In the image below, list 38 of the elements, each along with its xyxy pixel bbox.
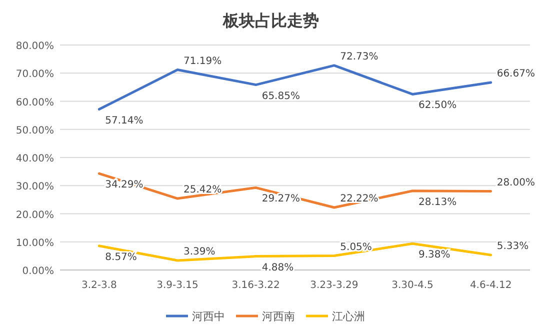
x-tick-label: 4.6-4.12: [470, 280, 512, 291]
line-series: [98, 242, 492, 262]
data-label: 5.05%: [340, 242, 372, 253]
x-tick-label: 3.23-3.29: [310, 280, 358, 291]
y-tick-label: 40.00%: [16, 154, 54, 164]
legend-label: 河西南: [262, 310, 295, 323]
x-tick-label: 3.9-3.15: [156, 280, 198, 291]
data-label: 72.73%: [340, 51, 378, 62]
y-tick-label: 30.00%: [16, 182, 54, 193]
y-tick-label: 60.00%: [16, 97, 54, 108]
y-tick-label: 70.00%: [16, 69, 54, 80]
data-label: 71.19%: [184, 56, 222, 67]
x-tick-label: 3.2-3.8: [81, 280, 117, 291]
y-tick-label: 10.00%: [16, 238, 54, 249]
data-label: 4.88%: [262, 262, 294, 274]
y-tick-label: 20.00%: [16, 210, 54, 221]
y-tick-label: 80.00%: [16, 41, 54, 52]
x-tick-label: 3.16-3.22: [232, 280, 280, 291]
data-label: 28.13%: [418, 196, 457, 208]
data-label: 5.33%: [496, 241, 529, 252]
data-label: 8.57%: [105, 252, 137, 263]
data-label: 3.39%: [184, 246, 216, 258]
line-series: [98, 64, 492, 111]
x-tick-label: 3.30-4.5: [392, 280, 434, 291]
data-label: 62.50%: [418, 100, 457, 112]
y-tick-label: 50.00%: [16, 125, 54, 136]
data-label: 29.27%: [262, 194, 300, 205]
line-series: [98, 172, 492, 209]
y-tick-label: 0.00%: [22, 266, 54, 277]
data-label: 9.38%: [418, 250, 450, 261]
data-label: 28.00%: [496, 177, 535, 188]
data-label: 66.67%: [496, 68, 535, 80]
data-label: 25.42%: [184, 184, 222, 196]
legend-label: 江心洲: [332, 310, 365, 323]
legend-label: 河西中: [192, 310, 225, 323]
chart-title: 板块占比走势: [222, 11, 319, 30]
data-label: 65.85%: [262, 90, 300, 102]
data-label: 57.14%: [105, 115, 144, 126]
